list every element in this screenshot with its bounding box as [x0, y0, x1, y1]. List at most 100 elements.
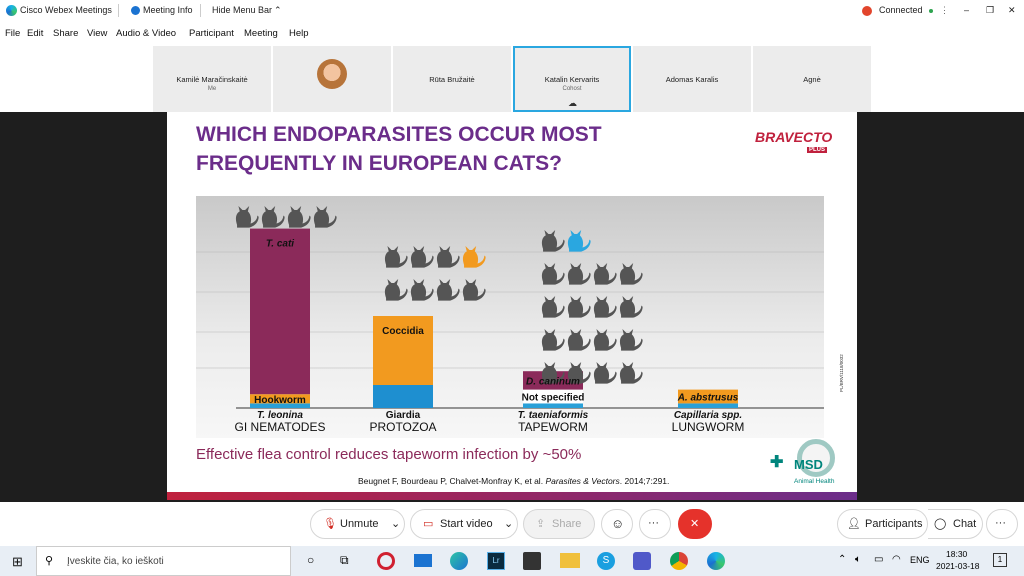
- language-indicator[interactable]: ENG: [910, 555, 930, 565]
- webex-taskbar-icon[interactable]: [707, 552, 725, 570]
- info-icon: [131, 6, 140, 15]
- menu-view[interactable]: View: [87, 28, 108, 39]
- avatar: [317, 59, 347, 89]
- mail-icon[interactable]: [414, 554, 432, 567]
- menu-share[interactable]: Share: [53, 28, 79, 39]
- participant-tile[interactable]: Rūta Bružaitė: [393, 46, 511, 112]
- participant-tile[interactable]: Agnė: [753, 46, 871, 112]
- bar-segment: [523, 403, 583, 408]
- msd-logo-text: MSD: [794, 457, 823, 472]
- maximize-button[interactable]: ❐: [986, 5, 995, 15]
- citation-authors: Beugnet F, Bourdeau P, Chalvet-Monfray K…: [358, 476, 546, 486]
- participant-tile-active[interactable]: Katalin Kervarits Cohost ☁: [513, 46, 631, 112]
- taskbar-search-box[interactable]: ⚲ Įveskite čia, ko ieškoti: [36, 546, 291, 576]
- participant-name: Agnė: [803, 75, 821, 84]
- panel-more-button[interactable]: ···: [986, 509, 1018, 539]
- notification-icon[interactable]: 1: [993, 553, 1007, 567]
- meeting-info-button[interactable]: Meeting Info: [143, 5, 193, 15]
- opera-icon[interactable]: [377, 552, 395, 570]
- category-label: GI NEMATODES: [235, 420, 326, 434]
- edge-icon[interactable]: [450, 552, 468, 570]
- title-bar: Cisco Webex Meetings Meeting Info Hide M…: [0, 0, 1024, 22]
- unmute-button[interactable]: 🎙︎ Unmute ⌄: [310, 509, 405, 539]
- tagline: Effective flea control reduces tapeworm …: [196, 446, 582, 463]
- segment-label: Giardia: [386, 410, 421, 421]
- share-label: Share: [552, 518, 582, 530]
- participant-name: Rūta Bružaitė: [429, 75, 475, 84]
- menu-audio-video[interactable]: Audio & Video: [116, 28, 177, 39]
- menu-edit[interactable]: Edit: [27, 28, 44, 39]
- segment-label: Not specified: [522, 393, 585, 404]
- citation-journal: Parasites & Vectors: [545, 476, 620, 486]
- participant-tile[interactable]: Adomas Karalis: [633, 46, 751, 112]
- video-off-icon: ▭: [423, 518, 434, 530]
- segment-label: T. cati: [266, 239, 294, 250]
- shared-slide: WHICH ENDOPARASITES OCCUR MOST FREQUENTL…: [167, 112, 857, 500]
- chevron-down-icon[interactable]: ⌄: [504, 518, 514, 530]
- hide-menu-bar-button[interactable]: Hide Menu Bar: [212, 5, 273, 15]
- taskbar-search-placeholder: Įveskite čia, ko ieškoti: [67, 556, 164, 567]
- unmute-label: Unmute: [340, 518, 379, 530]
- cortana-icon[interactable]: ○: [307, 553, 315, 567]
- start-video-label: Start video: [440, 518, 493, 530]
- mic-muted-icon: 🎙︎: [323, 518, 337, 530]
- wifi-icon[interactable]: ◠: [892, 554, 901, 565]
- teams-icon[interactable]: [633, 552, 651, 570]
- file-explorer-icon[interactable]: [560, 553, 580, 568]
- participant-name: Adomas Karalis: [665, 75, 719, 84]
- close-button[interactable]: ✕: [1008, 5, 1016, 15]
- category-label: TAPEWORM: [518, 420, 588, 434]
- category-label: PROTOZOA: [369, 420, 436, 434]
- more-dots-icon: ···: [648, 517, 659, 529]
- segment-label: Capillaria spp.: [674, 410, 742, 421]
- volume-icon[interactable]: 🔈︎: [855, 554, 861, 565]
- clock-time[interactable]: 18:30: [946, 549, 968, 559]
- smiley-icon: ☺: [611, 516, 625, 531]
- skype-icon[interactable]: S: [597, 552, 615, 570]
- person-icon: 👤︎: [847, 518, 861, 530]
- slide-title: WHICH ENDOPARASITES OCCUR MOST FREQUENTL…: [196, 120, 602, 178]
- participants-panel-button[interactable]: 👤︎ Participants: [837, 509, 928, 539]
- menu-participant[interactable]: Participant: [189, 28, 234, 39]
- msd-logo-icon: ✚: [770, 454, 784, 471]
- slide-footer-bar: [167, 492, 857, 500]
- chat-label: Chat: [953, 518, 977, 530]
- menu-meeting[interactable]: Meeting: [244, 28, 278, 39]
- close-icon: ✕: [690, 518, 700, 530]
- slide-reference-code: PL/BRV/1118/0032: [839, 354, 844, 392]
- chevron-up-icon[interactable]: ⌃: [274, 5, 282, 15]
- menu-help[interactable]: Help: [289, 28, 309, 39]
- more-options-button[interactable]: ···: [639, 509, 671, 539]
- windows-start-icon[interactable]: ⊞: [12, 554, 23, 569]
- start-video-button[interactable]: ▭ Start video ⌄: [410, 509, 518, 539]
- bar-segment: [678, 403, 738, 408]
- reactions-button[interactable]: ☺: [601, 509, 633, 539]
- share-button[interactable]: ⇪ Share: [523, 509, 595, 539]
- chat-panel-button[interactable]: ◯ Chat: [928, 509, 983, 539]
- chrome-icon[interactable]: [670, 552, 688, 570]
- task-view-icon[interactable]: ⧉: [340, 553, 349, 567]
- chevron-down-icon[interactable]: ⌄: [391, 518, 401, 530]
- lightroom-icon[interactable]: Lr: [487, 552, 505, 570]
- category-label: LUNGWORM: [672, 420, 745, 434]
- parasite-chart: T. leonina Hookworm T. cati GI NEMATODES Gia…: [196, 196, 824, 438]
- store-icon[interactable]: [523, 552, 541, 570]
- participant-tile[interactable]: Kamilė Maračinskaitė Me: [153, 46, 271, 112]
- leave-meeting-button[interactable]: ✕: [678, 509, 712, 539]
- bar-segment: [678, 389, 738, 404]
- participant-tile-video[interactable]: [273, 46, 391, 112]
- segment-label: D. caninum: [526, 376, 580, 387]
- bravecto-logo: BRAVECTO: [755, 129, 833, 145]
- segment-label: T. taeniaformis: [518, 410, 589, 421]
- search-icon: ⚲: [45, 555, 54, 567]
- menu-file[interactable]: File: [5, 28, 21, 39]
- clock-date[interactable]: 2021-03-18: [936, 561, 980, 571]
- battery-icon[interactable]: ▭: [874, 554, 884, 565]
- chevron-up-icon[interactable]: ⌃: [838, 554, 847, 565]
- bar-segment: [250, 394, 310, 404]
- minimize-button[interactable]: –: [964, 5, 970, 15]
- bar-segment: [250, 403, 310, 408]
- segment-label: Coccidia: [382, 326, 424, 337]
- more-dots-icon[interactable]: ⋮: [940, 5, 949, 15]
- bravecto-plus-badge: PLUS: [807, 147, 828, 153]
